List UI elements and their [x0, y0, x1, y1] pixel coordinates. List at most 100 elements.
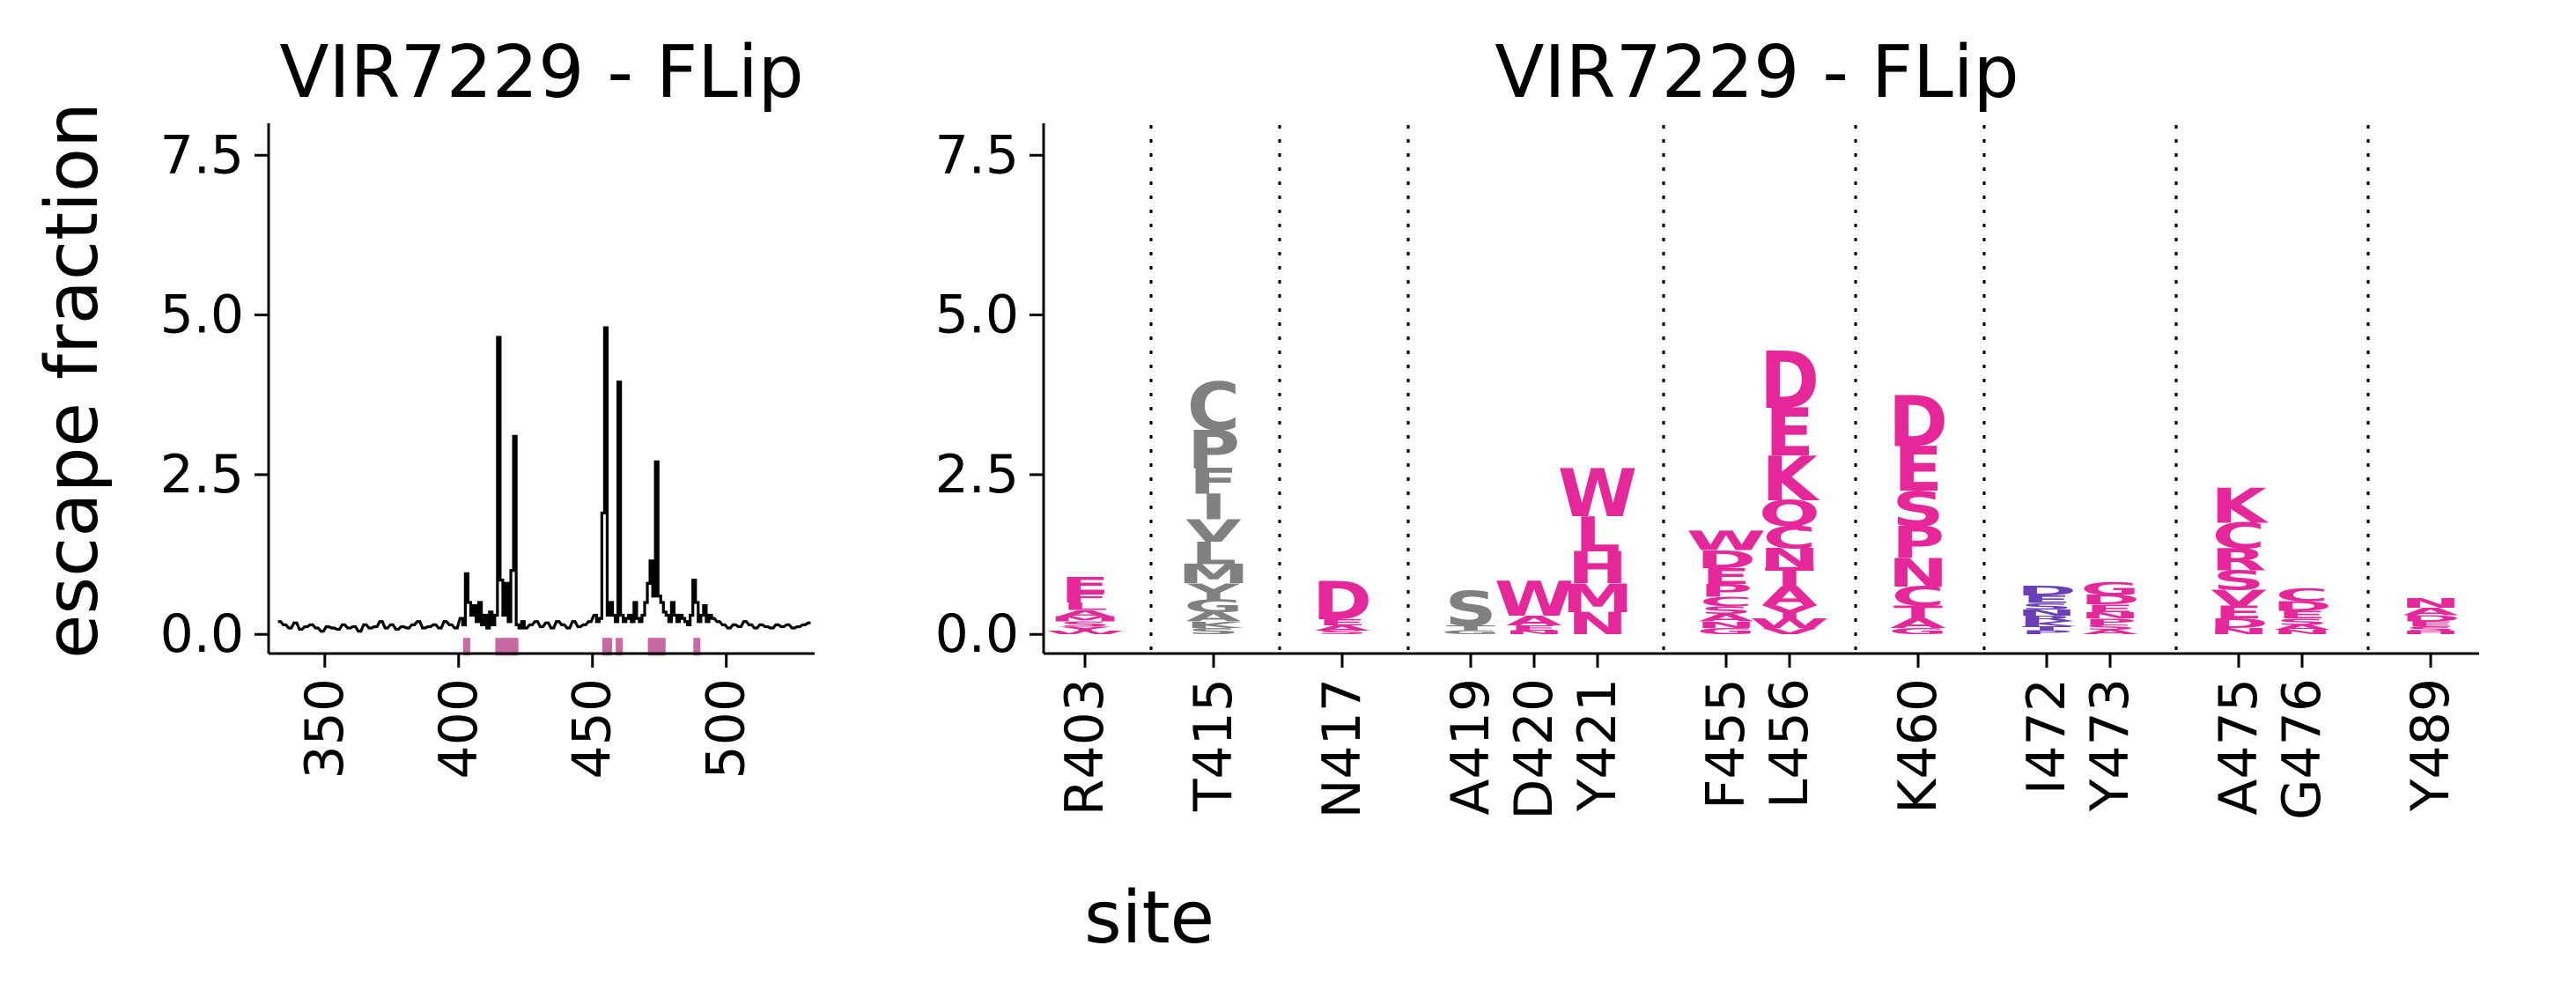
logo-letter: N: [1696, 620, 1757, 631]
logo-letter: Y: [1762, 602, 1817, 623]
logo-letter: N: [2272, 629, 2333, 636]
logo-letter: S: [2212, 565, 2264, 596]
site-label: A419: [1440, 678, 1502, 816]
logo-letter: C: [1700, 594, 1753, 609]
logo-letter: G: [1696, 626, 1755, 637]
right-y-tick-label: 2.5: [935, 444, 1019, 506]
logo-letter: C: [2276, 586, 2329, 606]
logo-letter: E: [1318, 617, 1367, 628]
site-label: T415: [1183, 678, 1244, 812]
logo-letter: R: [2211, 543, 2266, 578]
logo-letter: L: [1575, 507, 1620, 564]
highlight-site-marker: [604, 638, 612, 656]
right-y-tick-label: 7.5: [935, 124, 1019, 186]
logo-letter: P: [2020, 630, 2073, 636]
logo-letter: C: [1763, 520, 1816, 555]
site-label: K460: [1887, 678, 1949, 814]
logo-letter: M: [1049, 615, 1121, 623]
logo-letter: Y: [1058, 625, 1112, 632]
logo-letter: E: [2022, 594, 2071, 606]
group-separators: [1149, 125, 2370, 654]
logo-letter: A: [1890, 616, 1946, 631]
logo-letter: I: [1200, 487, 1228, 528]
logo-letter: L: [1062, 601, 1108, 613]
logo-letter: H: [2401, 631, 2462, 636]
site-label: N417: [1311, 678, 1373, 818]
logo-letter: S: [2084, 624, 2136, 632]
highlight-site-marker: [500, 638, 508, 656]
left-y-tick-label: 5.0: [160, 284, 244, 346]
left-x-tick-label: 450: [562, 678, 624, 779]
left-x-tick-label: 350: [294, 678, 356, 779]
logo-letter: E: [1893, 433, 1943, 505]
logo-letter: D: [1888, 381, 1948, 463]
left-y-tick-label: 2.5: [160, 444, 244, 506]
logo-letter: E: [1701, 564, 1751, 589]
highlight-site-marker: [693, 638, 701, 656]
logo-letter: E: [2085, 602, 2135, 615]
left-plot-title: VIR7229 - FLip: [279, 31, 803, 115]
logo-letter: S: [1059, 620, 1111, 628]
logo-letter: K: [1761, 443, 1820, 514]
logo-letter: E: [2277, 609, 2327, 621]
logo-letter: W: [1495, 572, 1574, 628]
site-label: A475: [2208, 678, 2270, 816]
logo-letter: F: [1060, 590, 1110, 605]
logo-letter: M: [1561, 576, 1634, 622]
logo-letter: G: [1888, 626, 1947, 637]
left-y-tick-label: 0.0: [160, 603, 244, 665]
right-y-tick-label: 5.0: [935, 284, 1019, 346]
logo-letter: N: [2401, 595, 2462, 610]
logo-letter: K: [1185, 620, 1244, 631]
logo-letter: W: [1750, 616, 1829, 631]
site-label: R403: [1054, 678, 1116, 816]
logo-letter: H: [1568, 543, 1628, 594]
logo-letter: G: [1184, 596, 1243, 617]
left-axis-ticks: 0.0 2.5 5.0 7.5 350 400 450 500: [160, 124, 757, 779]
left-x-tick-label: 500: [696, 678, 757, 779]
logo-letter: A: [1698, 612, 1754, 624]
logo-letter: S: [1444, 581, 1496, 638]
logo-letter: F: [1189, 462, 1238, 502]
logo-letter: A: [1057, 609, 1112, 619]
logo-letter: C: [1187, 370, 1240, 447]
logo-letter: P: [1700, 580, 1753, 601]
logo-letter: T: [2022, 624, 2071, 632]
highlight-site-marker: [658, 638, 666, 656]
y-axis-label: escape fraction: [31, 102, 114, 659]
site-label: D420: [1503, 678, 1565, 820]
logo-letter: A: [1185, 610, 1242, 624]
logo-letter: K: [2211, 478, 2270, 535]
logo-letter: L: [1191, 536, 1236, 571]
logo-letter: S: [1700, 604, 1752, 617]
logo-letter: D: [2080, 592, 2140, 607]
logo-letter: N: [1888, 550, 1949, 596]
highlight-site-marker: [495, 638, 503, 656]
logo-letter: G: [2080, 579, 2139, 599]
logo-letter: S: [1316, 630, 1368, 636]
highlight-site-marker: [616, 638, 624, 656]
logo-letter: S: [2404, 625, 2456, 632]
x-axis-label: site: [1084, 876, 1214, 960]
logo-letter: D: [2401, 614, 2461, 624]
highlight-site-marker: [511, 638, 519, 656]
site-label: F455: [1695, 678, 1757, 809]
logo-letter: D: [2272, 598, 2332, 613]
logo-letter: W: [1558, 456, 1637, 533]
logo-letter: P: [1187, 419, 1240, 481]
logo-letter: Y: [1186, 580, 1241, 605]
right-axis-ticks: 0.0 2.5 5.0 7.5 R403 T415 N417 A419 D420 Y421 F455…: [935, 124, 2462, 820]
escape-line: [277, 326, 811, 633]
highlight-site-marker: [650, 638, 658, 656]
logo-letter: D: [1696, 545, 1756, 573]
highlight-site-marker: [462, 638, 470, 656]
logo-letter: A: [2082, 629, 2137, 636]
logo-letter: S: [1892, 482, 1944, 538]
logo-letter: D: [1760, 335, 1819, 426]
logo-letter: A: [1314, 624, 1369, 632]
logo-letter: Q: [1759, 494, 1820, 535]
logo-letter: D: [2017, 583, 2077, 598]
site-label: Y473: [2079, 678, 2141, 812]
right-plot-title: VIR7229 - FLip: [1495, 31, 2019, 115]
